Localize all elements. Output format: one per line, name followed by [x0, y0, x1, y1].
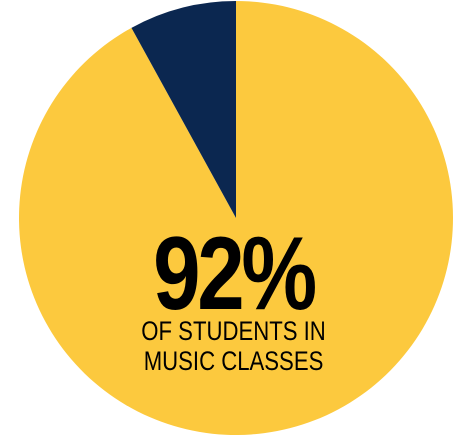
pie-slice-music — [18, 1, 453, 436]
caption-line-2: MUSIC CLASSES — [143, 346, 324, 376]
percentage-label: 92% — [153, 216, 317, 332]
caption-line-1: OF STUDENTS IN — [141, 316, 326, 346]
pie-slice-other — [131, 1, 236, 218]
pie-slices — [18, 1, 453, 436]
